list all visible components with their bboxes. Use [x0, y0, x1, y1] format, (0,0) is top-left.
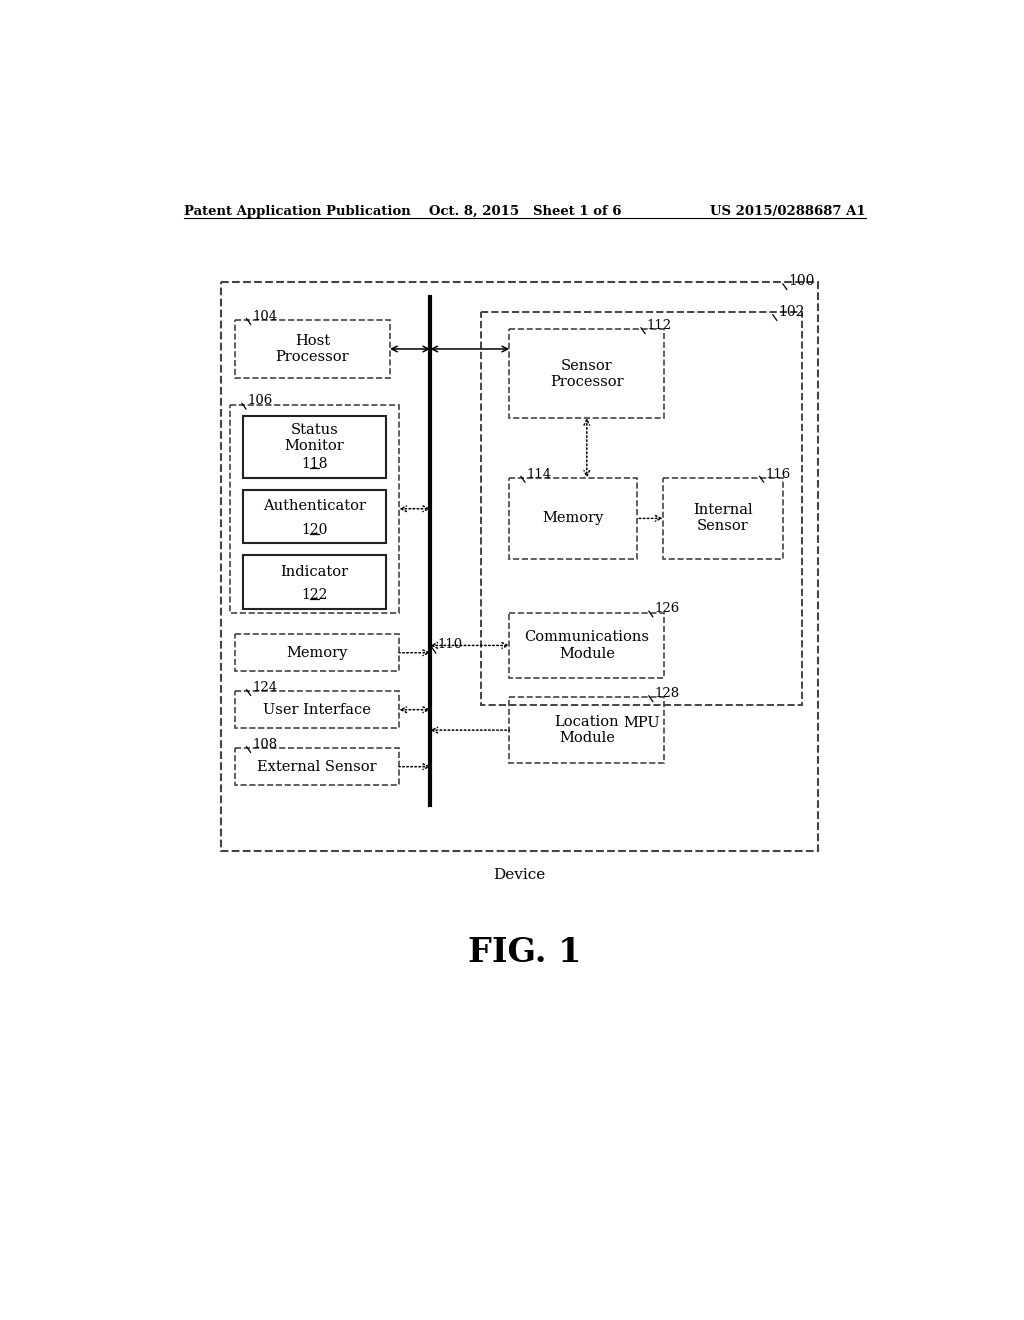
Bar: [230, 405, 399, 612]
Text: 120: 120: [301, 523, 328, 536]
Text: Patent Application Publication: Patent Application Publication: [183, 205, 411, 218]
Bar: [509, 697, 665, 763]
Text: Authenticator: Authenticator: [263, 499, 366, 513]
Text: 102: 102: [778, 305, 805, 319]
Text: US 2015/0288687 A1: US 2015/0288687 A1: [711, 205, 866, 218]
Bar: [663, 478, 783, 558]
Text: 108: 108: [252, 738, 278, 751]
Text: Internal
Sensor: Internal Sensor: [693, 503, 753, 533]
Text: 112: 112: [646, 319, 672, 331]
Text: Oct. 8, 2015   Sheet 1 of 6: Oct. 8, 2015 Sheet 1 of 6: [429, 205, 621, 218]
Text: 116: 116: [765, 467, 791, 480]
Text: Location
Module: Location Module: [554, 715, 620, 746]
Bar: [234, 692, 399, 729]
Bar: [509, 612, 665, 678]
Bar: [234, 321, 390, 378]
Bar: [243, 490, 386, 544]
Bar: [243, 416, 386, 478]
Text: 126: 126: [654, 602, 680, 615]
Text: 114: 114: [526, 467, 552, 480]
Bar: [234, 635, 399, 671]
Text: External Sensor: External Sensor: [257, 760, 377, 774]
Bar: [234, 748, 399, 785]
Bar: [509, 330, 665, 418]
Text: Status
Monitor: Status Monitor: [285, 422, 344, 453]
Text: Host
Processor: Host Processor: [275, 334, 349, 364]
Text: 124: 124: [252, 681, 278, 694]
Text: Communications
Module: Communications Module: [524, 631, 649, 660]
Text: Memory: Memory: [287, 645, 348, 660]
Text: 122: 122: [301, 587, 328, 602]
Text: Sensor
Processor: Sensor Processor: [550, 359, 624, 388]
Text: 118: 118: [301, 457, 328, 471]
Bar: [480, 313, 802, 705]
Text: 110: 110: [437, 639, 463, 652]
Text: 128: 128: [654, 686, 680, 700]
Text: 106: 106: [248, 395, 272, 408]
Text: MPU: MPU: [624, 715, 659, 730]
Bar: [243, 554, 386, 609]
Text: User Interface: User Interface: [263, 702, 371, 717]
Text: Memory: Memory: [543, 511, 604, 525]
Text: Indicator: Indicator: [281, 565, 348, 579]
Text: FIG. 1: FIG. 1: [468, 936, 582, 969]
Text: 100: 100: [788, 275, 815, 288]
Bar: [221, 281, 818, 851]
Text: 104: 104: [252, 310, 278, 322]
Text: Device: Device: [494, 869, 546, 882]
Bar: [509, 478, 637, 558]
